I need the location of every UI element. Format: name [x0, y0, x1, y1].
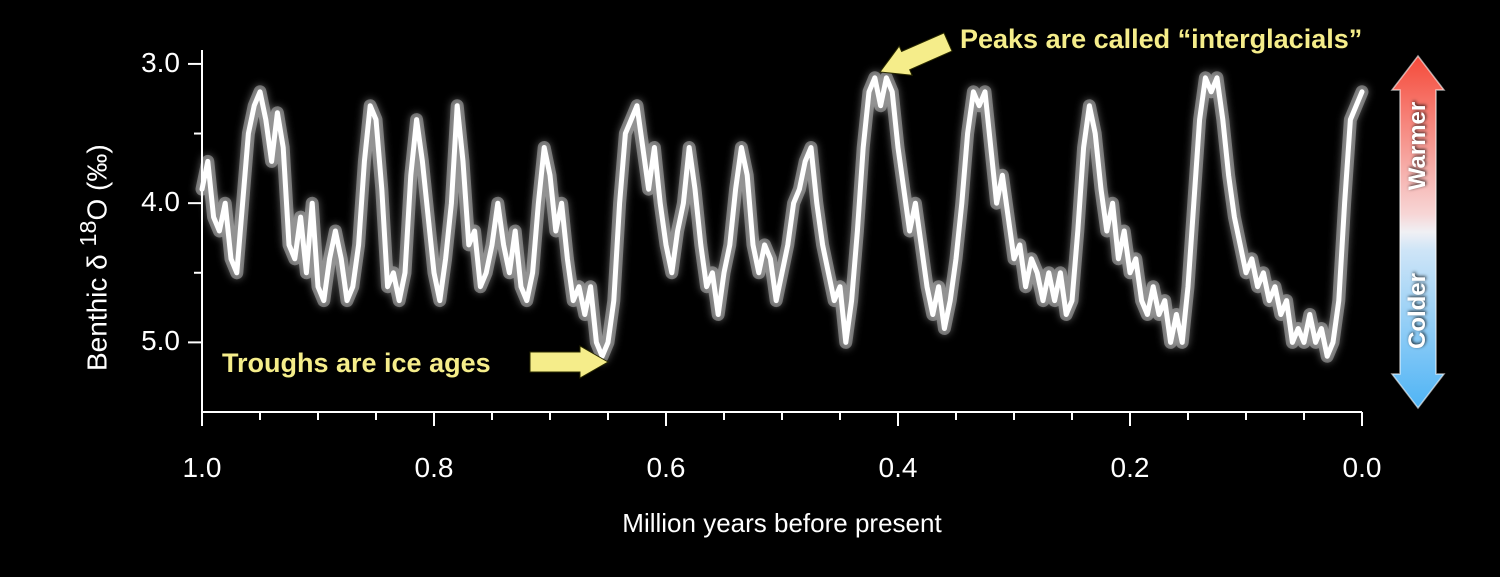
annotation-arrow-icon — [880, 33, 952, 75]
x-tick-label: 0.2 — [1100, 452, 1160, 484]
warmer-label: Warmer — [1404, 101, 1432, 191]
x-axis-label: Million years before present — [202, 508, 1362, 539]
chart-container: { "canvas": { "width": 1500, "height": 5… — [0, 0, 1500, 577]
y-tick-label: 5.0 — [141, 325, 180, 357]
x-tick-label: 1.0 — [172, 452, 232, 484]
annotation-troughs: Troughs are ice ages — [222, 348, 491, 379]
x-tick-label: 0.8 — [404, 452, 464, 484]
x-tick-label: 0.6 — [636, 452, 696, 484]
colder-label: Colder — [1404, 266, 1432, 356]
y-tick-label: 4.0 — [141, 186, 180, 218]
chart-svg — [0, 0, 1500, 577]
x-tick-label: 0.0 — [1332, 452, 1392, 484]
y-tick-label: 3.0 — [141, 47, 180, 79]
annotation-peaks: Peaks are called “interglacials” — [960, 24, 1362, 55]
x-tick-label: 0.4 — [868, 452, 928, 484]
y-axis-label: Benthic δ 18O (‰) — [75, 144, 113, 371]
